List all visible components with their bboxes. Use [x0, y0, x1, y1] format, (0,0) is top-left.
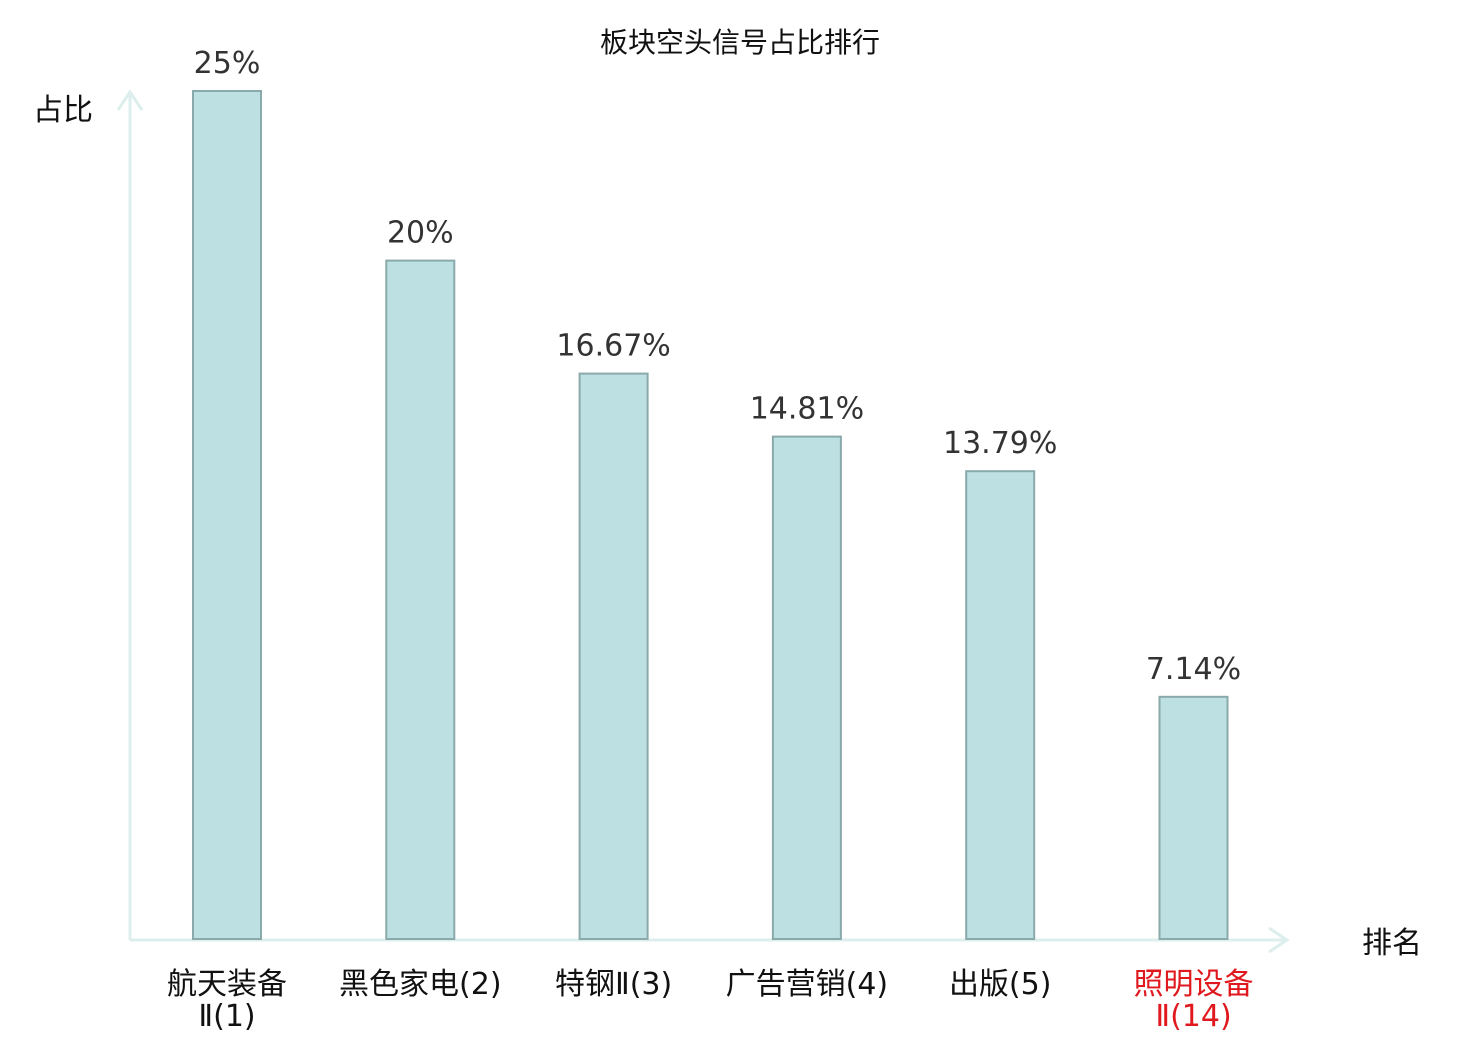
chart-title: 板块空头信号占比排行 [600, 26, 880, 59]
value-label-3: 16.67% [556, 329, 670, 364]
bars-group [192, 90, 1229, 941]
bar-4 [771, 435, 842, 940]
category-label-4-line-1: 广告营销(4) [726, 967, 889, 1002]
axes [116, 89, 1290, 954]
value-labels-group: 25% 20% 16.67% 14.81% 13.79% 7.14% [194, 46, 1242, 687]
value-label-2: 20% [387, 216, 454, 251]
bar-3 [578, 372, 649, 941]
bar-1 [192, 90, 262, 940]
y-axis-label: 占比 [33, 93, 93, 128]
category-label-1-line-2: Ⅱ(1) [198, 999, 255, 1034]
category-label-6-line-2: Ⅱ(14) [1155, 999, 1231, 1034]
value-label-4: 14.81% [750, 392, 864, 427]
category-label-3-line-1: 特钢Ⅱ(3) [555, 967, 672, 1002]
category-label-2-line-1: 黑色家电(2) [339, 967, 502, 1002]
x-axis-arrow-icon [1268, 926, 1290, 954]
category-label-1-line-1: 航天装备 [167, 967, 287, 1002]
bar-5 [965, 470, 1036, 940]
x-axis-label: 排名 [1362, 926, 1422, 961]
category-label-5-line-1: 出版(5) [949, 967, 1052, 1002]
bar-6 [1158, 695, 1229, 940]
y-axis-arrow-icon [116, 89, 144, 111]
value-label-5: 13.79% [943, 426, 1057, 461]
value-label-1: 25% [194, 46, 261, 81]
value-label-6: 7.14% [1146, 652, 1241, 687]
bar-2 [385, 259, 456, 941]
category-label-6-line-1: 照明设备 [1134, 967, 1254, 1002]
